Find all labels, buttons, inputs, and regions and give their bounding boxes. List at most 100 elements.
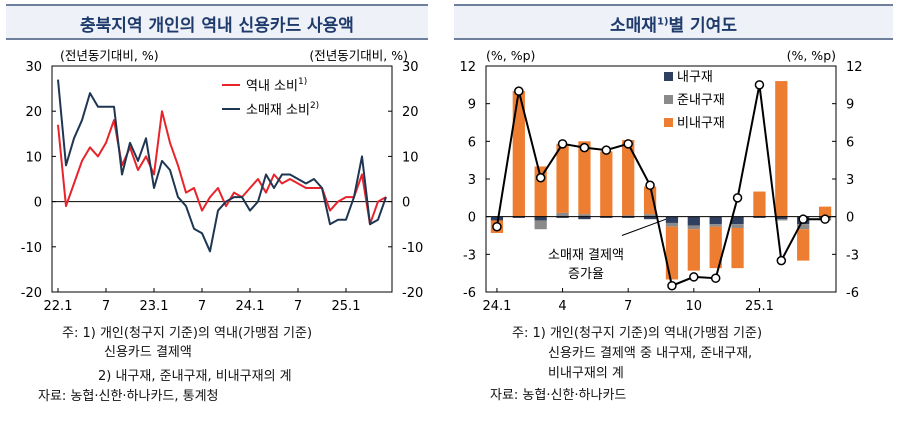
x-tick-label-6: 25.1 (332, 299, 361, 314)
bar-segment (534, 216, 547, 221)
bar-segment (709, 224, 722, 227)
right-title-main: 소매재 (610, 16, 657, 36)
legend-sup-2: 2) (310, 101, 319, 111)
bar-segment (512, 91, 525, 217)
bar-segment (709, 226, 722, 269)
x-tick-label-2: 7 (624, 299, 632, 314)
growth-rate-marker (557, 139, 568, 149)
left-note-2: 신용카드 결제액 (104, 345, 192, 360)
growth-rate-marker (514, 86, 524, 96)
plot-frame (51, 65, 393, 293)
bar-segment (578, 141, 591, 215)
left-source: 자료: 농협·신한·하나카드, 통계청 (38, 389, 219, 404)
bar-segment (556, 143, 569, 213)
bar-segment (753, 191, 766, 217)
y-tick-label-right-5: -20 (402, 286, 423, 301)
bar-segment (731, 216, 744, 225)
bar-segment (797, 229, 810, 261)
left-note-3: 2) 내구재, 준내구재, 비내구재의 계 (98, 369, 292, 384)
annotation-label-1: 소매재 결제액 (548, 248, 624, 263)
bar-segment (775, 81, 788, 217)
bar-segment (709, 216, 722, 225)
bar-segment (753, 216, 766, 218)
x-tick-label-3: 10 (686, 299, 703, 314)
y-axis-unit-left: (전년동기대비, %) (60, 48, 159, 63)
growth-rate-marker (492, 221, 502, 232)
bar-segment (534, 220, 547, 230)
series-line-2 (57, 79, 387, 253)
x-tick-label-4: 25.1 (745, 299, 774, 314)
right-source: 자료: 농협·신한·하나카드 (490, 388, 627, 403)
growth-rate-marker (754, 80, 765, 90)
y-tick-label-left-0: 30 (25, 60, 42, 75)
left-chart-panel: 충북지역 개인의 역내 신용카드 사용액 30 30 20 20 10 10 0 0 -10 -1… (0, 0, 434, 431)
legend-label-2: 준내구재 (677, 93, 725, 108)
x-tick-label-4: 24.1 (236, 299, 265, 314)
x-tick-label-3: 7 (198, 299, 206, 314)
bar-segment (512, 216, 525, 218)
bar-segment (687, 229, 700, 271)
right-title-bar: 소매재1)별 기여도 (454, 4, 893, 40)
bar-segment (731, 227, 744, 269)
growth-rate-marker (667, 280, 677, 291)
y-tick-label-left-1: 9 (468, 98, 476, 113)
left-title-bar: 충북지역 개인의 역내 신용카드 사용액 (6, 4, 428, 40)
bar-segment (665, 226, 679, 280)
x-tick-label-0: 24.1 (482, 299, 511, 314)
legend-swatch-3 (664, 118, 673, 127)
y-tick-label-right-2: 6 (846, 135, 854, 150)
growth-rate-marker (798, 214, 808, 224)
left-note-1: 주: 1) 개인(청구지 기준)의 역내(가맹점 기준) (62, 326, 313, 341)
x-tick-label-5: 7 (294, 299, 302, 314)
growth-rate-marker (820, 214, 830, 224)
bar-segment (643, 186, 657, 215)
bar-segment (556, 212, 569, 217)
y-tick-label-left-2: 10 (25, 150, 42, 165)
y-tick-label-right-4: -10 (402, 241, 423, 256)
growth-rate-marker (645, 180, 655, 191)
bar-segment (556, 216, 569, 218)
legend-swatch-2 (664, 95, 673, 104)
bar-segment (622, 140, 635, 216)
right-chart-panel: 소매재1)별 기여도 12 12 9 9 6 6 3 3 0 0 -3 -3 -6 -6 (%, %p) (%… (448, 0, 899, 431)
bar-segment (818, 206, 832, 217)
y-tick-label-left-6: -6 (463, 286, 476, 301)
right-note-2: 신용카드 결제액 중 내구재, 준내구재, (548, 346, 753, 361)
bar-segment (731, 224, 744, 228)
right-note-3: 비내구재의 계 (548, 366, 624, 381)
x-tick-label-0: 22.1 (44, 299, 73, 314)
y-tick-label-left-1: 20 (25, 105, 42, 120)
y-tick-label-left-3: 3 (468, 173, 476, 188)
y-axis-unit-left: (%, %p) (486, 48, 535, 63)
x-tick-label-1: 4 (558, 299, 566, 314)
right-title-rest: 별 기여도 (668, 16, 737, 36)
bar-segment (665, 216, 679, 223)
y-tick-label-right-0: 30 (402, 60, 419, 75)
bar-segment (600, 151, 613, 217)
annotation-label-2: 증가율 (568, 267, 604, 282)
bar-segment (643, 214, 657, 217)
y-tick-label-left-5: -3 (463, 248, 476, 263)
bar-segment (622, 216, 635, 218)
legend-label-3: 비내구재 (677, 116, 725, 131)
growth-rate-marker (623, 139, 633, 149)
y-tick-label-left-0: 12 (459, 60, 476, 75)
right-stacked-bar-chart: 12 12 9 9 6 6 3 3 0 0 -3 -3 -6 -6 (%, %p) (%, %p) 24.1 4 7… (459, 48, 863, 314)
y-tick-label-right-0: 12 (846, 60, 863, 75)
x-tick-label-1: 7 (102, 299, 110, 314)
y-tick-label-left-3: 0 (34, 196, 42, 211)
y-tick-label-right-3: 3 (846, 173, 854, 188)
growth-rate-marker (710, 273, 721, 283)
growth-rate-marker (601, 145, 612, 155)
legend-label-1: 내구재 (677, 70, 713, 85)
bar-segment (797, 224, 810, 230)
annotation-arrow (621, 218, 667, 236)
right-title-sup: 1) (656, 16, 669, 28)
growth-rate-marker (732, 193, 743, 203)
bar-segment (578, 214, 591, 217)
legend-swatch-1 (664, 72, 673, 81)
y-axis-unit-right: (전년동기대비, %) (309, 48, 408, 63)
bar-segment (643, 216, 657, 220)
series-line-1 (57, 110, 387, 226)
y-tick-label-right-6: -6 (846, 286, 859, 301)
